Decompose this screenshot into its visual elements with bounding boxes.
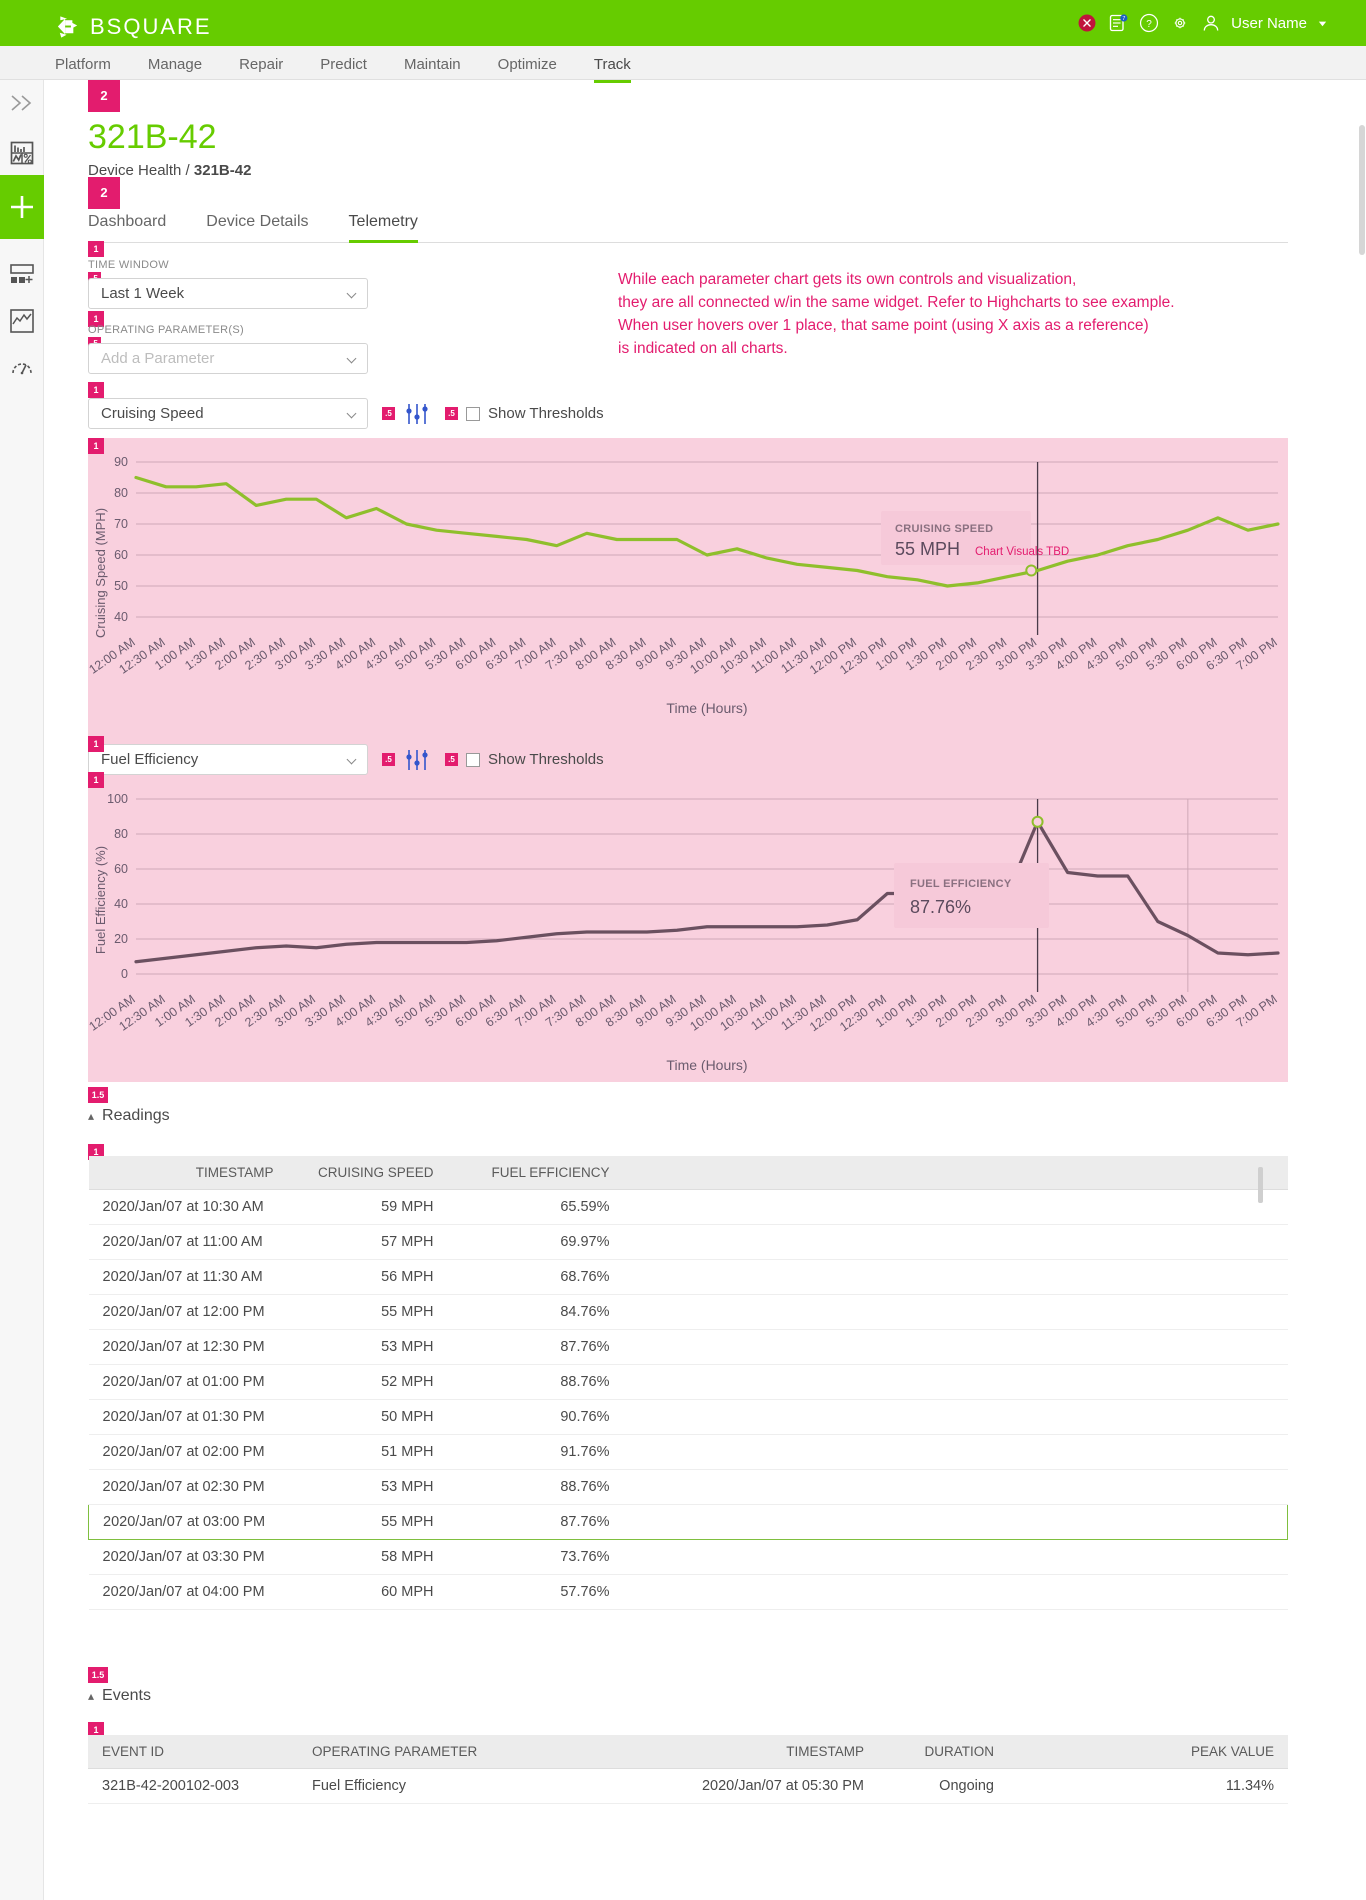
svg-text:FUEL EFFICIENCY: FUEL EFFICIENCY xyxy=(910,878,1012,890)
svg-text:Fuel Efficiency (%): Fuel Efficiency (%) xyxy=(93,846,108,954)
svg-text:87.76%: 87.76% xyxy=(910,897,971,917)
svg-text:40: 40 xyxy=(114,610,128,624)
svg-text:60: 60 xyxy=(114,862,128,876)
svg-text:Chart Visuals TBD: Chart Visuals TBD xyxy=(975,546,1069,558)
svg-text:70: 70 xyxy=(114,517,128,531)
svg-text:0: 0 xyxy=(121,967,128,981)
svg-text:100: 100 xyxy=(107,792,128,806)
svg-text:20: 20 xyxy=(114,932,128,946)
svg-text:Cruising Speed (MPH): Cruising Speed (MPH) xyxy=(93,508,108,638)
svg-text:60: 60 xyxy=(114,548,128,562)
svg-text:40: 40 xyxy=(114,897,128,911)
svg-text:80: 80 xyxy=(114,486,128,500)
svg-text:90: 90 xyxy=(114,455,128,469)
svg-text:80: 80 xyxy=(114,827,128,841)
svg-text:55 MPH: 55 MPH xyxy=(895,539,960,559)
svg-text:Time (Hours): Time (Hours) xyxy=(666,1057,747,1073)
svg-text:7: 7 xyxy=(1122,16,1125,22)
svg-text:CRUISING SPEED: CRUISING SPEED xyxy=(895,523,993,535)
svg-text:?: ? xyxy=(1146,19,1152,30)
svg-text:Time (Hours): Time (Hours) xyxy=(666,700,747,716)
svg-text:50: 50 xyxy=(114,579,128,593)
